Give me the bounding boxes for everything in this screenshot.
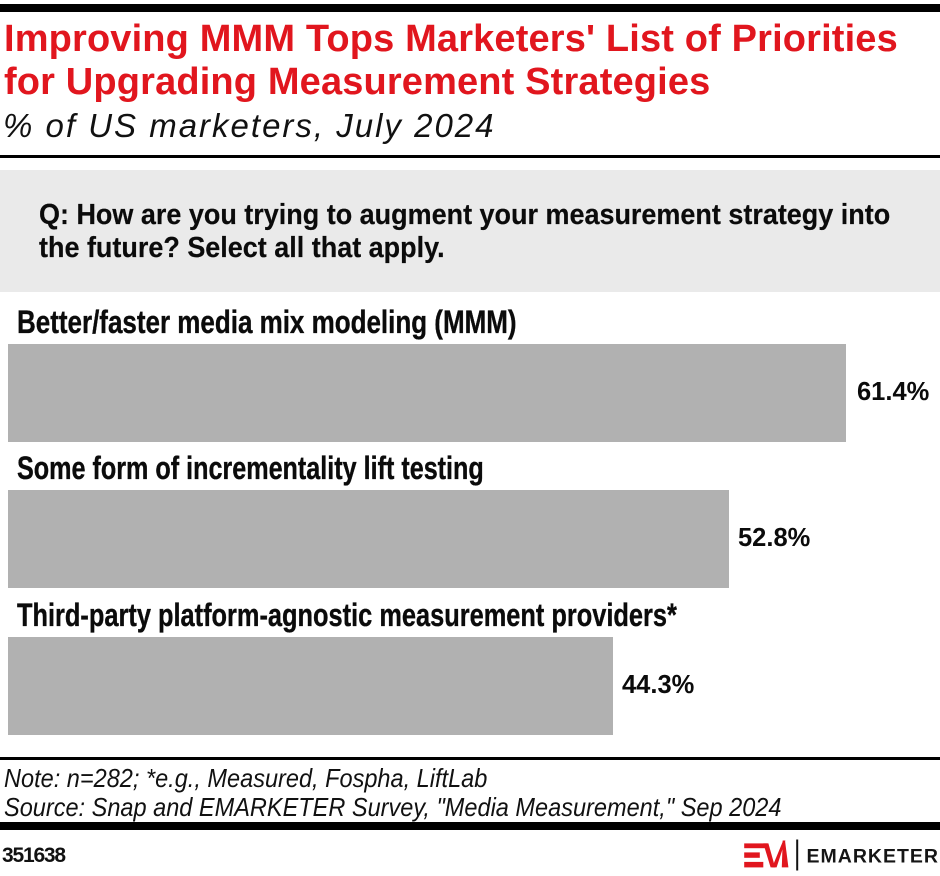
svg-text:EMARKETER: EMARKETER xyxy=(807,846,940,868)
